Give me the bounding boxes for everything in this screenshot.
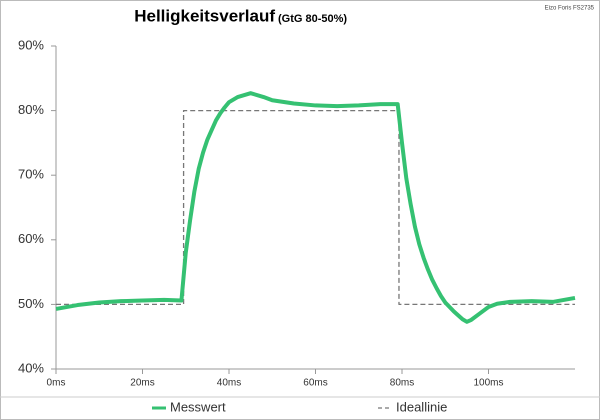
x-tick-label: 100ms — [473, 378, 503, 389]
legend-label: Messwert — [170, 399, 226, 414]
y-tick-label: 90% — [18, 37, 44, 52]
measured-line — [55, 91, 576, 324]
x-tick-label: 60ms — [303, 378, 327, 389]
x-tick-label: 40ms — [217, 378, 241, 389]
y-tick-label: 60% — [18, 231, 44, 246]
legend-label: Ideallinie — [396, 399, 447, 414]
y-tick-label: 50% — [18, 296, 44, 311]
x-tick-label: 20ms — [130, 378, 154, 389]
y-tick-label: 70% — [18, 167, 44, 182]
chart-title: Helligkeitsverlauf — [134, 6, 275, 25]
y-tick-label: 80% — [18, 102, 44, 117]
chart-subtitle: (GtG 80-50%) — [278, 13, 347, 25]
y-tick-label: 40% — [18, 360, 44, 375]
source-note: Eizo Foris FS2735 — [545, 6, 595, 12]
x-tick-label: 0ms — [47, 378, 66, 389]
x-tick-label: 80ms — [390, 378, 414, 389]
ideal-line — [56, 109, 575, 306]
